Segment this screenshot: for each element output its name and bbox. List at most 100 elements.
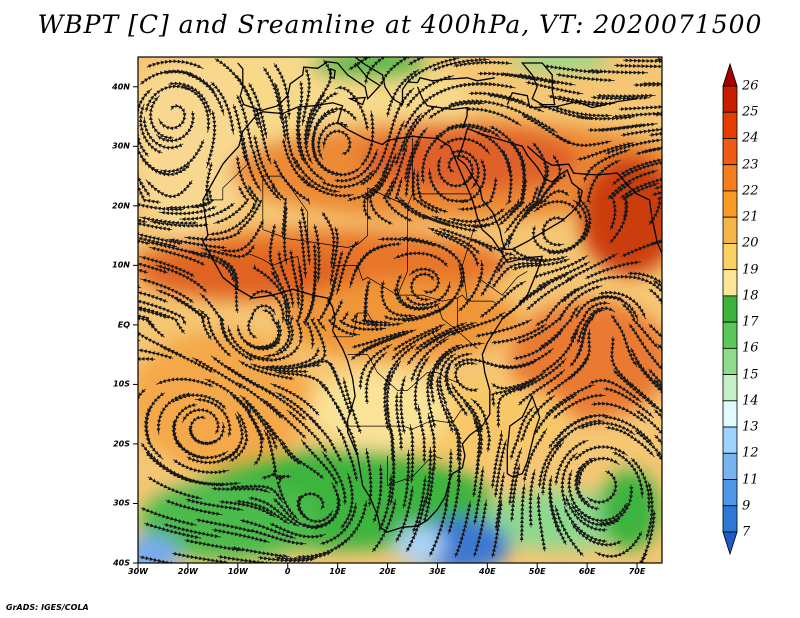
colorbar-segment	[722, 295, 738, 323]
lat-tick-label: 20S	[113, 439, 130, 449]
streamline	[201, 244, 255, 259]
streamline	[653, 409, 662, 452]
streamline	[620, 126, 662, 138]
country-border	[347, 354, 463, 391]
colorbar-segment	[722, 111, 738, 139]
streamline	[364, 351, 388, 405]
caspian-coastline	[520, 62, 556, 106]
streamline	[454, 500, 472, 558]
lon-tick-label: 50E	[528, 567, 546, 576]
streamline	[453, 60, 513, 68]
streamline	[322, 129, 353, 156]
lon-tick-label: 30E	[429, 567, 446, 576]
streamline	[316, 278, 337, 332]
streamline	[428, 500, 449, 557]
streamline	[496, 384, 527, 428]
streamline	[654, 179, 662, 191]
colorbar-label: 21	[742, 209, 759, 225]
streamline	[138, 273, 142, 290]
streamline	[575, 309, 606, 358]
streamline	[138, 88, 153, 142]
streamline	[622, 182, 660, 220]
streamline	[394, 391, 404, 451]
streamline	[409, 267, 441, 295]
streamline	[312, 224, 322, 283]
streamline	[138, 388, 146, 442]
iran-border	[506, 91, 638, 109]
streamline	[648, 368, 662, 411]
madagascar-coastline	[506, 394, 541, 478]
colorbar-segment	[722, 85, 738, 113]
colorbar-segment	[722, 190, 738, 218]
country-border	[462, 217, 478, 302]
colorbar-segment	[722, 426, 738, 454]
streamline	[519, 483, 526, 543]
streamline	[155, 264, 208, 293]
colorbar-segment	[722, 479, 738, 507]
streamline	[585, 260, 642, 280]
colorbar-segment	[722, 216, 738, 244]
colorbar-label: 9	[742, 498, 751, 514]
streamline	[627, 271, 662, 299]
streamline	[422, 464, 436, 523]
colorbar-label: 16	[742, 340, 759, 356]
colorbar-label: 17	[742, 314, 759, 330]
streamline	[654, 379, 662, 421]
lat-tick-label: 10S	[113, 379, 130, 389]
streamline	[657, 343, 662, 385]
streamline	[536, 493, 547, 552]
streamline	[618, 104, 662, 112]
colorbar-segment	[722, 347, 738, 375]
streamline	[650, 236, 662, 252]
lat-tick-label: 30N	[112, 141, 130, 151]
country-border	[432, 330, 478, 349]
lat-tick-label: 40S	[113, 558, 130, 568]
chart-title: WBPT [C] and Sreamline at 400hPa, VT: 20…	[37, 10, 763, 39]
streamline	[623, 58, 662, 64]
colorbar-label: 26	[742, 78, 759, 94]
streamline	[525, 80, 584, 95]
streamline	[390, 57, 444, 58]
lon-tick-label: 40E	[479, 567, 496, 576]
streamline	[589, 68, 649, 75]
streamline	[146, 59, 204, 70]
streamline	[596, 93, 656, 99]
streamline	[649, 128, 662, 137]
streamline	[470, 398, 492, 452]
streamline	[336, 426, 359, 482]
country-border	[332, 265, 398, 296]
country-border	[347, 408, 463, 430]
streamline	[605, 138, 662, 155]
africa-coastline	[202, 102, 544, 533]
streamline	[365, 448, 373, 507]
colorbar-segment	[722, 452, 738, 480]
streamline	[472, 499, 488, 558]
iberia-coastline	[237, 61, 338, 112]
country-border	[396, 205, 498, 305]
lat-tick-label: EQ	[117, 320, 130, 330]
balkan-coastline	[354, 57, 495, 106]
country-border	[247, 253, 304, 290]
streamline	[402, 449, 411, 509]
streamline	[570, 502, 620, 528]
lon-tick-label: 20E	[379, 567, 396, 576]
streamline	[265, 433, 292, 479]
colorbar-label: 19	[742, 262, 759, 278]
lat-tick-label: 20N	[112, 201, 130, 211]
streamline	[509, 463, 521, 522]
streamline	[409, 424, 415, 483]
streamline	[327, 299, 361, 337]
colorbar-label: 7	[742, 524, 751, 540]
streamline	[427, 412, 437, 472]
country-border	[202, 155, 249, 201]
streamline	[220, 260, 240, 314]
colorbar-segment	[722, 505, 738, 533]
streamline	[522, 428, 548, 482]
italy-coastline	[337, 62, 382, 101]
streamlines	[138, 57, 662, 563]
streamline	[184, 538, 243, 552]
streamline	[206, 110, 217, 169]
colorbar-label: 12	[742, 445, 759, 461]
colorbar-label: 20	[742, 235, 759, 251]
streamline	[182, 476, 241, 487]
